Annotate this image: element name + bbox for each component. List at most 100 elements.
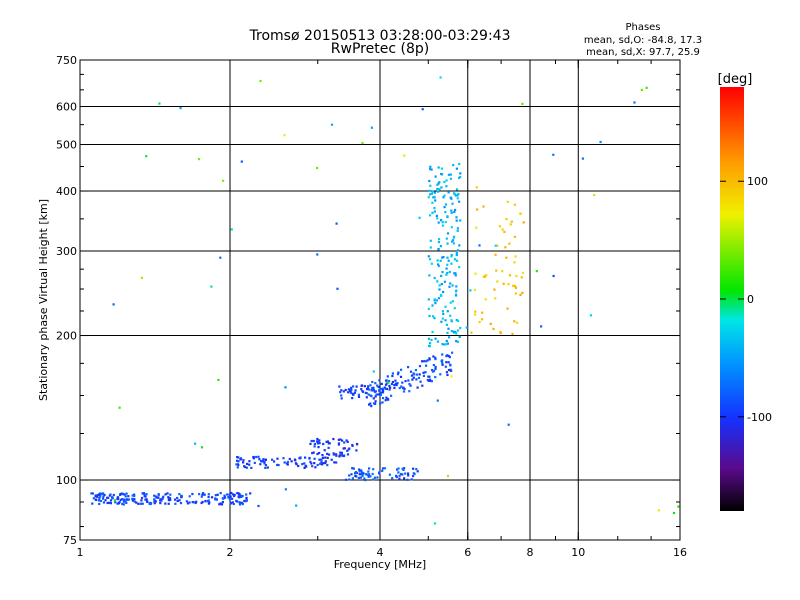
data-point: [252, 457, 255, 460]
data-point: [434, 358, 437, 361]
data-point: [387, 379, 391, 383]
data-point: [221, 497, 224, 500]
data-point: [255, 455, 258, 459]
data-point: [449, 363, 452, 366]
data-point: [343, 447, 346, 450]
data-point: [191, 501, 194, 504]
data-point: [372, 402, 376, 405]
data-point: [120, 492, 123, 495]
data-point: [230, 491, 233, 495]
data-point: [450, 211, 453, 214]
data-point: [449, 177, 452, 180]
data-point: [217, 378, 220, 381]
data-point: [535, 270, 538, 273]
data-point: [238, 503, 242, 506]
data-point: [443, 206, 446, 209]
data-point: [455, 319, 458, 322]
data-point: [245, 493, 248, 496]
data-point: [125, 501, 128, 504]
data-point: [318, 442, 321, 445]
data-point: [358, 473, 361, 476]
data-point: [286, 463, 289, 466]
data-point: [236, 492, 239, 495]
data-point: [451, 351, 454, 354]
data-point: [179, 502, 183, 505]
data-point: [365, 392, 368, 395]
data-point: [434, 337, 437, 340]
data-point: [381, 401, 384, 404]
data-point: [294, 459, 297, 462]
data-point: [445, 267, 448, 270]
data-point: [400, 368, 403, 371]
data-point: [339, 438, 342, 441]
data-point: [427, 196, 430, 199]
data-point: [158, 102, 161, 105]
data-point: [108, 501, 111, 504]
data-point: [426, 359, 429, 362]
data-point: [452, 192, 456, 195]
data-point: [484, 274, 487, 277]
data-point: [372, 468, 375, 471]
data-point: [343, 441, 346, 444]
data-point: [131, 499, 135, 502]
data-point: [449, 314, 452, 317]
data-point: [135, 501, 138, 504]
data-point: [450, 254, 453, 257]
data-point: [219, 492, 222, 495]
data-point: [397, 467, 400, 470]
data-point: [474, 272, 477, 275]
data-point: [396, 382, 399, 385]
data-point: [465, 326, 468, 329]
data-point: [437, 248, 440, 251]
data-point: [372, 370, 375, 373]
data-point: [241, 494, 244, 498]
data-point: [522, 221, 525, 224]
data-point: [164, 502, 167, 505]
data-point: [345, 439, 348, 442]
data-point: [321, 454, 324, 457]
data-point: [433, 298, 436, 301]
data-point: [407, 474, 410, 477]
data-point: [428, 193, 432, 196]
data-point: [453, 272, 456, 275]
data-point: [434, 302, 437, 305]
data-point: [335, 461, 338, 464]
data-point: [494, 244, 497, 247]
data-point: [139, 502, 142, 505]
x-tick-label: 16: [673, 546, 687, 559]
data-point: [408, 390, 411, 393]
data-point: [320, 463, 324, 466]
data-point: [297, 464, 300, 468]
data-point: [95, 498, 98, 501]
data-point: [149, 501, 152, 505]
data-point: [153, 498, 156, 501]
data-point: [132, 494, 135, 498]
data-point: [368, 473, 371, 476]
x-axis-label: Frequency [MHz]: [334, 558, 426, 571]
data-point: [416, 470, 419, 473]
data-point: [438, 181, 441, 184]
data-point: [370, 389, 373, 392]
data-point: [109, 493, 112, 496]
data-point: [264, 466, 267, 469]
data-point: [368, 403, 371, 406]
data-point: [332, 453, 335, 456]
data-point: [398, 477, 401, 480]
data-point: [273, 460, 276, 463]
data-point: [393, 386, 396, 390]
data-point: [449, 368, 452, 371]
data-point: [264, 458, 267, 461]
data-point: [146, 500, 149, 503]
data-point: [257, 504, 260, 508]
data-point: [380, 382, 383, 385]
data-point: [168, 497, 171, 500]
data-point: [179, 107, 182, 110]
data-point: [364, 479, 367, 482]
data-point: [362, 472, 365, 475]
data-point: [432, 355, 435, 358]
data-point: [240, 160, 243, 163]
data-point: [153, 500, 156, 503]
data-point: [107, 496, 110, 499]
data-point: [449, 282, 452, 285]
data-point: [508, 274, 512, 277]
